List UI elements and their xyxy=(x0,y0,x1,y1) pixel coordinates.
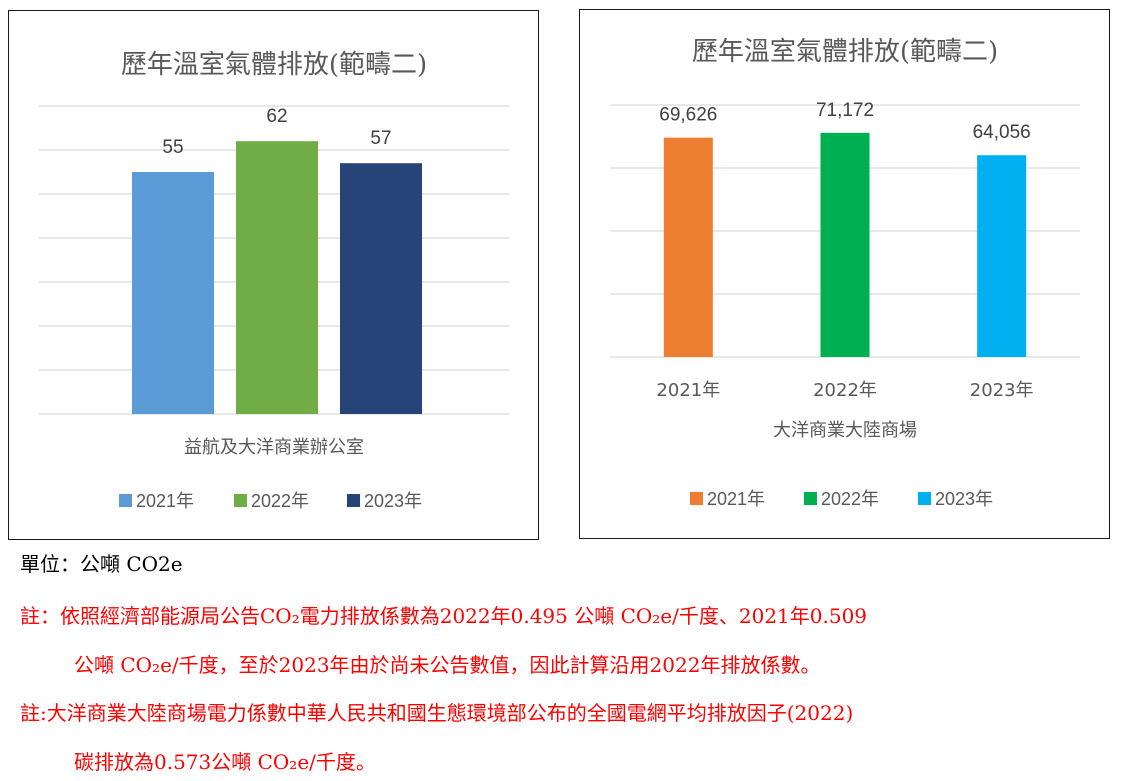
data-label: 69,626 xyxy=(659,105,717,126)
chart-title: 歷年溫室氣體排放(範疇二) xyxy=(692,37,998,67)
unit-note: 單位：公噸 CO2e xyxy=(20,552,183,576)
x-axis-title: 益航及大洋商業辦公室 xyxy=(184,437,364,458)
chart-mall: 歷年溫室氣體排放(範疇二) 69,626 2021年 71,172 2022年 64,05… xyxy=(610,37,1080,509)
chart-panel-mall: 歷年溫室氣體排放(範疇二) 69,626 2021年 71,172 2022年 64,05… xyxy=(579,9,1110,539)
note-mainland-coefficient-line1: 註:大洋商業大陸商場電力係數中華人民共和國生態環境部公布的全國電網平均排放因子(… xyxy=(20,701,854,725)
bar-2021年 xyxy=(132,172,214,414)
bar-2021年 xyxy=(663,137,713,357)
note-mainland-coefficient-line2: 碳排放為0.573公噸 CO₂e/千度。 xyxy=(74,750,376,774)
data-label: 64,056 xyxy=(973,122,1031,143)
category-label: 2022年 xyxy=(813,380,877,401)
chart-panel-office: 歷年溫室氣體排放(範疇二) 55 62 57 益航及大洋商業辦公室 2021年 2022年 2… xyxy=(8,10,539,540)
legend-swatch xyxy=(918,492,931,505)
x-axis-title: 大洋商業大陸商場 xyxy=(773,420,917,441)
legend-label: 2021年 xyxy=(136,491,194,511)
data-label: 55 xyxy=(162,137,183,158)
data-label: 62 xyxy=(266,106,287,127)
legend-swatch xyxy=(690,492,703,505)
category-label: 2023年 xyxy=(970,380,1034,401)
note-power-coefficient-line1: 註：依照經濟部能源局公告CO₂電力排放係數為2022年0.495 公噸 CO₂e… xyxy=(20,604,868,628)
legend-label: 2021年 xyxy=(707,489,765,509)
data-label: 71,172 xyxy=(816,100,874,121)
bar-2022年 xyxy=(820,132,870,357)
legend-swatch xyxy=(804,492,817,505)
legend-label: 2022年 xyxy=(821,489,879,509)
legend-label: 2023年 xyxy=(935,489,993,509)
data-label: 57 xyxy=(370,128,391,149)
chart-title: 歷年溫室氣體排放(範疇二) xyxy=(121,50,427,80)
bar-2023年 xyxy=(340,163,422,414)
legend-label: 2022年 xyxy=(251,491,309,511)
legend-swatch xyxy=(347,494,360,507)
legend-label: 2023年 xyxy=(364,491,422,511)
bar-2023年 xyxy=(977,155,1027,357)
category-label: 2021年 xyxy=(656,380,720,401)
chart-office: 歷年溫室氣體排放(範疇二) 55 62 57 益航及大洋商業辦公室 2021年 2022年 2… xyxy=(39,50,509,511)
legend-swatch xyxy=(119,494,132,507)
note-power-coefficient-line2: 公噸 CO₂e/千度，至於2023年由於尚未公告數值，因此計算沿用2022年排放… xyxy=(74,653,821,677)
legend-swatch xyxy=(234,494,247,507)
bar-2022年 xyxy=(236,141,318,414)
